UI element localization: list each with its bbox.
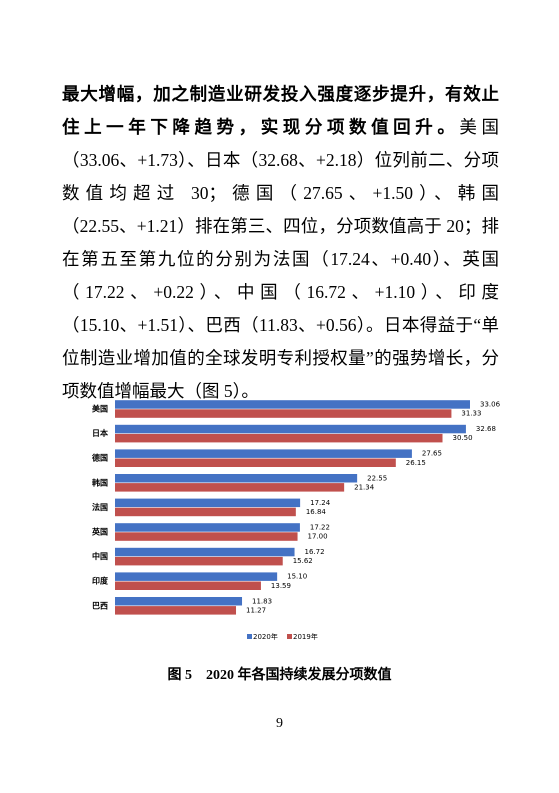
- value-label: 26.15: [406, 459, 426, 467]
- legend-swatch: [287, 634, 292, 639]
- bar: [115, 409, 452, 418]
- bar: [115, 483, 345, 492]
- bar: [115, 581, 261, 590]
- category-label: 美国: [92, 404, 108, 414]
- value-label: 17.22: [310, 523, 330, 531]
- legend-swatch: [247, 634, 252, 639]
- bar: [115, 606, 237, 615]
- category-label: 印度: [92, 576, 109, 586]
- bar: [115, 433, 443, 443]
- bar: [115, 424, 466, 434]
- figure-caption: 图 5 2020 年各国持续发展分项数值: [167, 668, 392, 683]
- bold-text: 最大增幅，加之制造业研发投入强度逐步提升，有效止住上一年下降趋势，实现分项数值回…: [62, 84, 499, 137]
- paragraph: 最大增幅，加之制造业研发投入强度逐步提升，有效止住上一年下降趋势，实现分项数值回…: [62, 78, 499, 408]
- value-label: 30.50: [453, 434, 473, 442]
- bar: [115, 474, 358, 483]
- body-text: 美国（33.06、+1.73）、日本（32.68、+2.18）位列前二、分项数值…: [62, 117, 500, 401]
- value-label: 22.55: [367, 474, 387, 482]
- category-label: 英国: [91, 527, 108, 537]
- bar: [115, 400, 470, 409]
- bar: [115, 523, 300, 532]
- page-number: 9: [276, 716, 283, 731]
- value-label: 15.10: [287, 573, 307, 581]
- value-label: 17.00: [308, 533, 328, 541]
- value-label: 32.68: [476, 425, 496, 433]
- value-label: 11.27: [246, 606, 266, 614]
- category-label: 中国: [92, 551, 108, 561]
- bar: [115, 572, 278, 581]
- category-label: 法国: [92, 502, 108, 512]
- bar: [115, 547, 295, 557]
- bar: [115, 597, 243, 606]
- value-label: 11.83: [252, 597, 272, 605]
- value-label: 21.34: [354, 483, 375, 491]
- category-label: 日本: [92, 428, 108, 438]
- value-label: 16.72: [305, 548, 325, 556]
- bar: [115, 556, 283, 566]
- value-label: 13.59: [271, 582, 291, 590]
- bar: [115, 449, 412, 458]
- category-label: 德国: [92, 453, 108, 463]
- bar: [115, 498, 301, 508]
- bar: [115, 458, 396, 467]
- category-label: 韩国: [92, 477, 108, 487]
- value-label: 33.06: [480, 400, 501, 408]
- legend-label: 2020年: [253, 632, 278, 641]
- value-label: 27.65: [422, 450, 442, 458]
- value-label: 31.33: [461, 410, 481, 418]
- value-label: 16.84: [306, 508, 327, 516]
- bar: [115, 507, 296, 517]
- bar: [115, 532, 298, 541]
- value-label: 15.62: [293, 557, 313, 565]
- legend-label: 2019年: [293, 632, 318, 641]
- value-label: 17.24: [310, 499, 331, 507]
- category-label: 巴西: [92, 601, 108, 610]
